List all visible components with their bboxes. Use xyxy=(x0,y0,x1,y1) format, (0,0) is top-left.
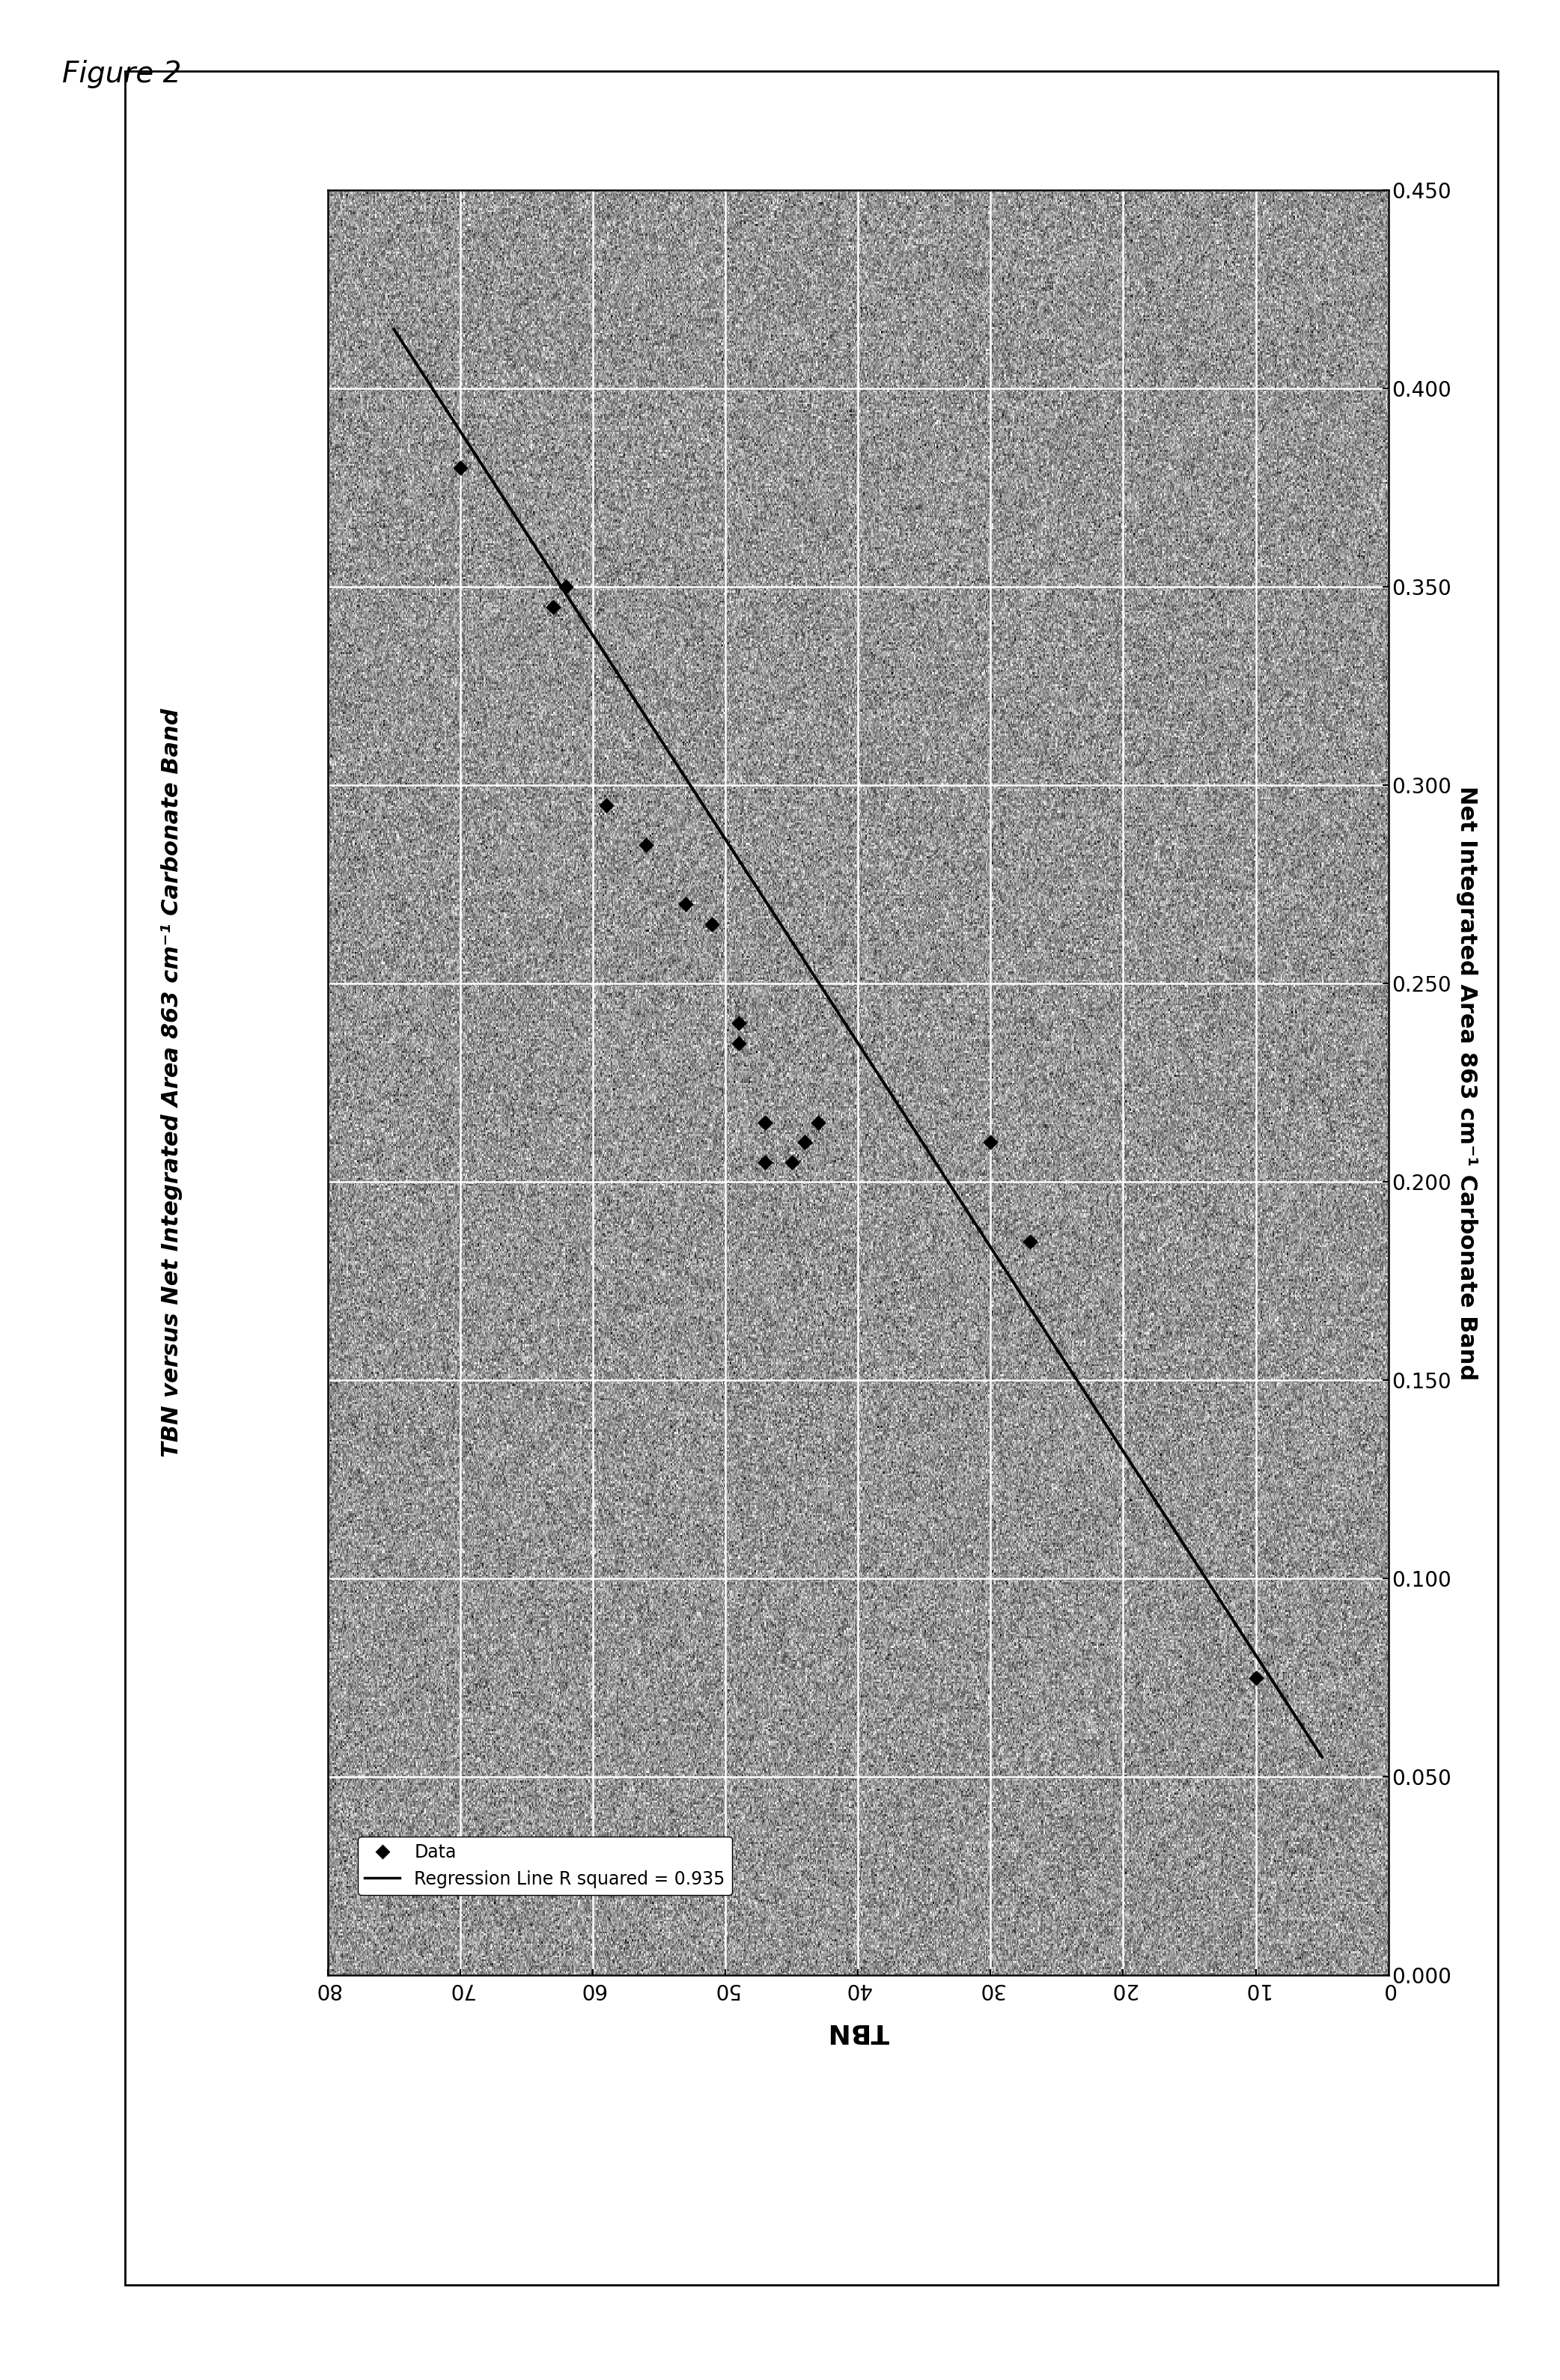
Data xyxy=(978,1123,1003,1161)
Data xyxy=(725,1004,750,1042)
Data xyxy=(752,1104,777,1142)
Data xyxy=(672,885,697,923)
Data xyxy=(554,569,579,607)
Text: Figure 2: Figure 2 xyxy=(62,59,181,88)
Data xyxy=(725,1023,750,1061)
Text: TBN versus Net Integrated Area 863 cm⁻¹ Carbonate Band: TBN versus Net Integrated Area 863 cm⁻¹ … xyxy=(161,709,183,1457)
Data xyxy=(1017,1223,1042,1261)
Data xyxy=(448,450,473,488)
Data xyxy=(752,1104,777,1142)
Data xyxy=(699,904,724,942)
Data xyxy=(540,588,565,626)
X-axis label: TBN: TBN xyxy=(827,2018,889,2044)
Data xyxy=(778,1142,805,1180)
Data xyxy=(593,785,618,823)
Y-axis label: Net Integrated Area 863 cm⁻¹ Carbonate Band: Net Integrated Area 863 cm⁻¹ Carbonate B… xyxy=(1455,785,1477,1380)
Data xyxy=(792,1123,817,1161)
Data xyxy=(805,1104,830,1142)
Data xyxy=(1243,1659,1268,1697)
Data xyxy=(752,1142,777,1180)
Legend: Data, Regression Line R squared = 0.935: Data, Regression Line R squared = 0.935 xyxy=(357,1837,732,1894)
Data xyxy=(633,826,658,864)
Data xyxy=(792,1123,817,1161)
